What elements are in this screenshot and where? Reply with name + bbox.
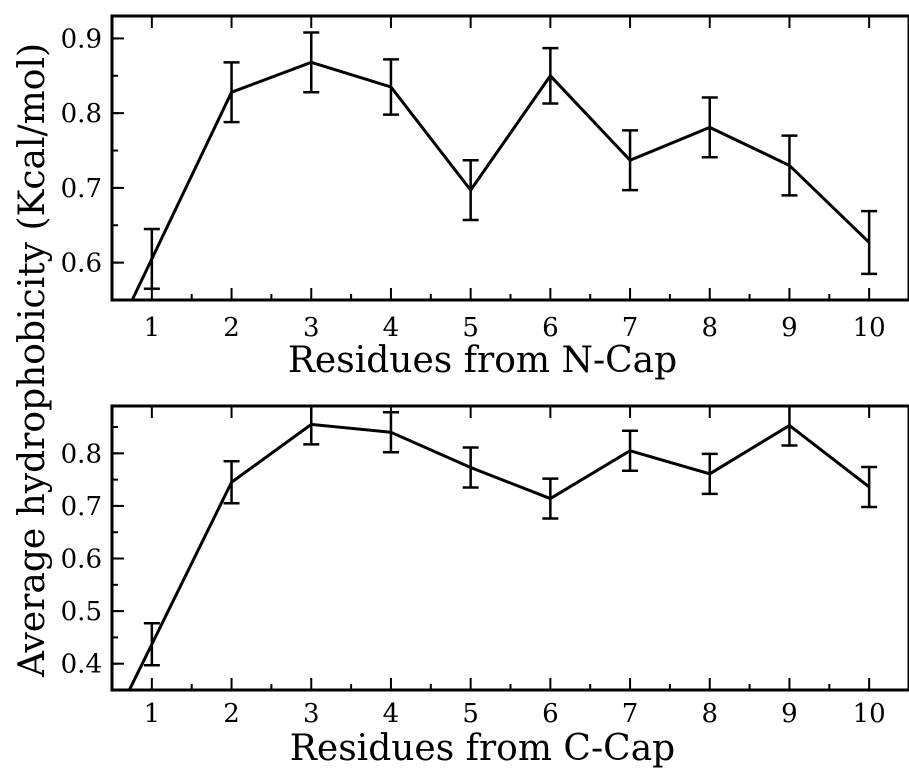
x-axis-title: Residues from C-Cap <box>290 728 675 769</box>
series-line <box>113 62 869 340</box>
x-tick-label: 3 <box>303 313 320 343</box>
y-tick-label: 0.7 <box>61 174 102 204</box>
y-tick-label: 0.6 <box>61 249 102 279</box>
x-tick-label: 10 <box>853 699 886 729</box>
x-tick-label: 2 <box>223 313 240 343</box>
y-tick-label: 0.6 <box>61 545 102 575</box>
x-tick-label: 5 <box>462 699 479 729</box>
y-tick-label: 0.8 <box>61 99 102 129</box>
y-tick-label: 0.5 <box>61 597 102 627</box>
x-tick-label: 10 <box>853 313 886 343</box>
x-tick-label: 1 <box>144 313 161 343</box>
plot-frame <box>112 406 909 690</box>
x-tick-label: 5 <box>462 313 479 343</box>
y-tick-label: 0.8 <box>61 439 102 469</box>
x-tick-label: 2 <box>223 699 240 729</box>
x-tick-label: 1 <box>144 699 161 729</box>
bottom-panel: 1 2 3 4 5 6 7 8 9 10 0.4 0.5 0.6 0.7 0.8 Residues from … <box>61 404 909 769</box>
x-tick-label: 8 <box>701 699 718 729</box>
y-axis-title: Average hydrophobicity (Kcal/mol) <box>12 43 53 678</box>
x-tick-label: 7 <box>622 313 639 343</box>
x-tick-label: 3 <box>303 699 320 729</box>
x-tick-label: 9 <box>781 699 798 729</box>
x-axis-title: Residues from N-Cap <box>288 340 677 381</box>
top-panel: 1 2 3 4 5 6 7 8 9 10 0.6 0.7 0.8 0.9 Residues from N-C… <box>61 16 909 381</box>
y-tick-label: 0.9 <box>61 24 102 54</box>
y-tick-label: 0.4 <box>61 650 102 680</box>
y-tick-label: 0.7 <box>61 492 102 522</box>
x-tick-label: 7 <box>622 699 639 729</box>
series-layer <box>113 32 877 340</box>
x-tick-label: 4 <box>383 699 400 729</box>
series-line <box>110 424 869 730</box>
x-tick-label: 4 <box>383 313 400 343</box>
x-tick-label: 6 <box>542 313 559 343</box>
x-tick-label: 9 <box>781 313 798 343</box>
series-layer <box>110 404 877 730</box>
x-tick-label: 8 <box>701 313 718 343</box>
x-tick-label: 6 <box>542 699 559 729</box>
